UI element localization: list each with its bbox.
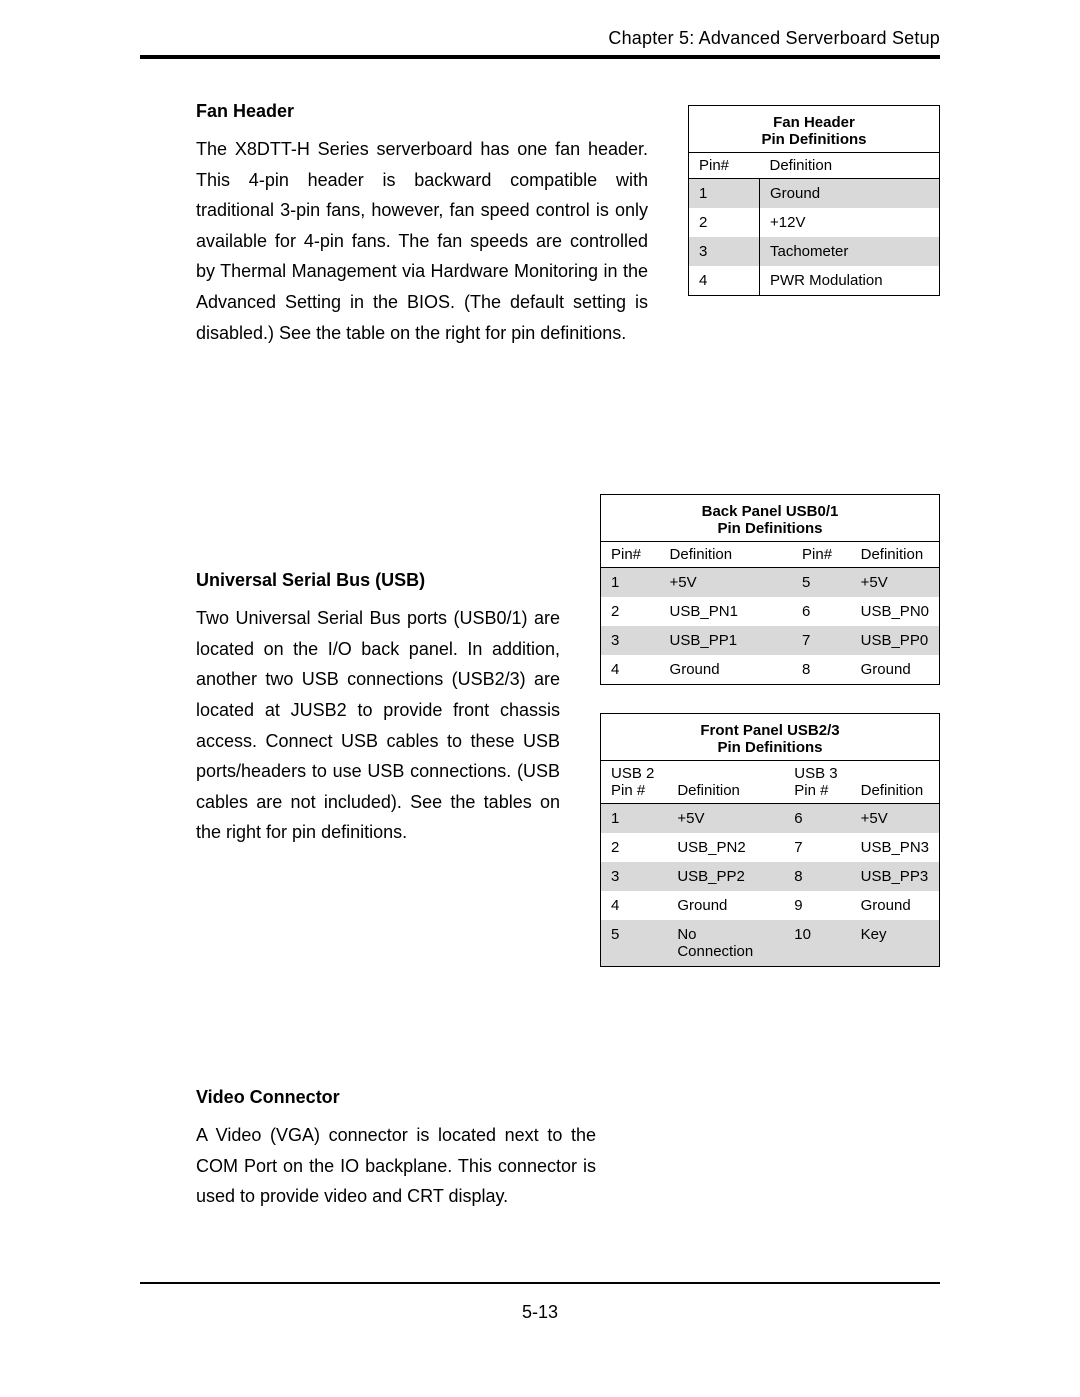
table-cell: Ground bbox=[667, 891, 784, 920]
usb01-table: Back Panel USB0/1 Pin Definitions Pin# D… bbox=[600, 494, 940, 685]
table-cell: 8 bbox=[784, 862, 850, 891]
table-cell: USB_PN1 bbox=[660, 597, 793, 626]
table-cell: Ground bbox=[851, 655, 940, 685]
usb-title: Universal Serial Bus (USB) bbox=[196, 570, 560, 591]
table-cell: USB_PP0 bbox=[851, 626, 940, 655]
table-cell: 10 bbox=[784, 920, 850, 967]
usb-tables-col: Back Panel USB0/1 Pin Definitions Pin# D… bbox=[600, 494, 940, 967]
usb-text-col: Universal Serial Bus (USB) Two Universal… bbox=[140, 494, 560, 848]
table-cell: 3 bbox=[601, 862, 668, 891]
table-cell: USB_PN0 bbox=[851, 597, 940, 626]
table-cell: +12V bbox=[760, 208, 940, 237]
video-title: Video Connector bbox=[196, 1087, 940, 1108]
fan-table-title-l2: Pin Definitions bbox=[762, 131, 867, 148]
table-cell: 2 bbox=[689, 208, 760, 237]
table-cell: 7 bbox=[792, 626, 851, 655]
table-cell: 2 bbox=[601, 597, 660, 626]
usb01-th-pin-b: Pin# bbox=[792, 542, 851, 568]
video-body: A Video (VGA) connector is located next … bbox=[196, 1120, 596, 1212]
usb01-title-l2: Pin Definitions bbox=[718, 520, 823, 537]
table-cell: +5V bbox=[851, 568, 940, 598]
table-cell: No Connection bbox=[667, 920, 784, 967]
usb23-title-l1: Front Panel USB2/3 bbox=[700, 722, 839, 739]
usb23-th-pin-b: USB 3 Pin # bbox=[784, 761, 850, 804]
table-cell: 9 bbox=[784, 891, 850, 920]
table-cell: Ground bbox=[760, 179, 940, 209]
fan-table-title-l1: Fan Header bbox=[773, 114, 855, 131]
usb01-th-def-b: Definition bbox=[851, 542, 940, 568]
table-cell: PWR Modulation bbox=[760, 266, 940, 296]
table-cell: 4 bbox=[601, 655, 660, 685]
video-section: Video Connector A Video (VGA) connector … bbox=[140, 1087, 940, 1212]
table-cell: USB_PP2 bbox=[667, 862, 784, 891]
usb01-title: Back Panel USB0/1 Pin Definitions bbox=[601, 495, 940, 542]
table-cell: +5V bbox=[667, 804, 784, 834]
page-number: 5-13 bbox=[140, 1302, 940, 1323]
header-rule bbox=[140, 55, 940, 59]
footer-rule bbox=[140, 1282, 940, 1284]
fan-table: Fan Header Pin Definitions Pin# Definiti… bbox=[688, 105, 940, 296]
table-cell: Ground bbox=[660, 655, 793, 685]
table-cell: 7 bbox=[784, 833, 850, 862]
usb23-title: Front Panel USB2/3 Pin Definitions bbox=[601, 714, 940, 761]
table-cell: Ground bbox=[851, 891, 940, 920]
fan-table-col: Fan Header Pin Definitions Pin# Definiti… bbox=[688, 101, 940, 296]
table-cell: 8 bbox=[792, 655, 851, 685]
table-cell: +5V bbox=[851, 804, 940, 834]
table-cell: Key bbox=[851, 920, 940, 967]
table-cell: 4 bbox=[601, 891, 668, 920]
table-cell: 4 bbox=[689, 266, 760, 296]
table-cell: +5V bbox=[660, 568, 793, 598]
table-cell: 6 bbox=[784, 804, 850, 834]
fan-table-title: Fan Header Pin Definitions bbox=[689, 106, 940, 153]
page: Chapter 5: Advanced Serverboard Setup Fa… bbox=[0, 0, 1080, 1397]
usb23-table: Front Panel USB2/3 Pin Definitions USB 2… bbox=[600, 713, 940, 967]
table-cell: 1 bbox=[601, 568, 660, 598]
table-cell: USB_PN3 bbox=[851, 833, 940, 862]
table-cell: 5 bbox=[792, 568, 851, 598]
usb23-th-def-a: Definition bbox=[667, 761, 784, 804]
usb01-th-pin-a: Pin# bbox=[601, 542, 660, 568]
fan-section: Fan Header The X8DTT-H Series serverboar… bbox=[140, 101, 940, 348]
table-cell: 3 bbox=[689, 237, 760, 266]
fan-text-col: Fan Header The X8DTT-H Series serverboar… bbox=[140, 101, 648, 348]
table-cell: 1 bbox=[689, 179, 760, 209]
usb-body: Two Universal Serial Bus ports (USB0/1) … bbox=[196, 603, 560, 848]
table-cell: Tachometer bbox=[760, 237, 940, 266]
chapter-header: Chapter 5: Advanced Serverboard Setup bbox=[140, 28, 940, 49]
table-cell: 5 bbox=[601, 920, 668, 967]
fan-th-pin: Pin# bbox=[689, 153, 760, 179]
fan-th-def: Definition bbox=[760, 153, 940, 179]
usb23-th-pin-a: USB 2 Pin # bbox=[601, 761, 668, 804]
fan-body: The X8DTT-H Series serverboard has one f… bbox=[196, 134, 648, 348]
table-cell: USB_PP3 bbox=[851, 862, 940, 891]
table-cell: 2 bbox=[601, 833, 668, 862]
table-cell: USB_PN2 bbox=[667, 833, 784, 862]
table-cell: 1 bbox=[601, 804, 668, 834]
usb-section: Universal Serial Bus (USB) Two Universal… bbox=[140, 494, 940, 967]
usb23-th-def-b: Definition bbox=[851, 761, 940, 804]
table-cell: USB_PP1 bbox=[660, 626, 793, 655]
usb01-th-def-a: Definition bbox=[660, 542, 793, 568]
table-cell: 6 bbox=[792, 597, 851, 626]
usb23-title-l2: Pin Definitions bbox=[718, 739, 823, 756]
usb01-title-l1: Back Panel USB0/1 bbox=[702, 503, 839, 520]
table-cell: 3 bbox=[601, 626, 660, 655]
fan-title: Fan Header bbox=[196, 101, 648, 122]
